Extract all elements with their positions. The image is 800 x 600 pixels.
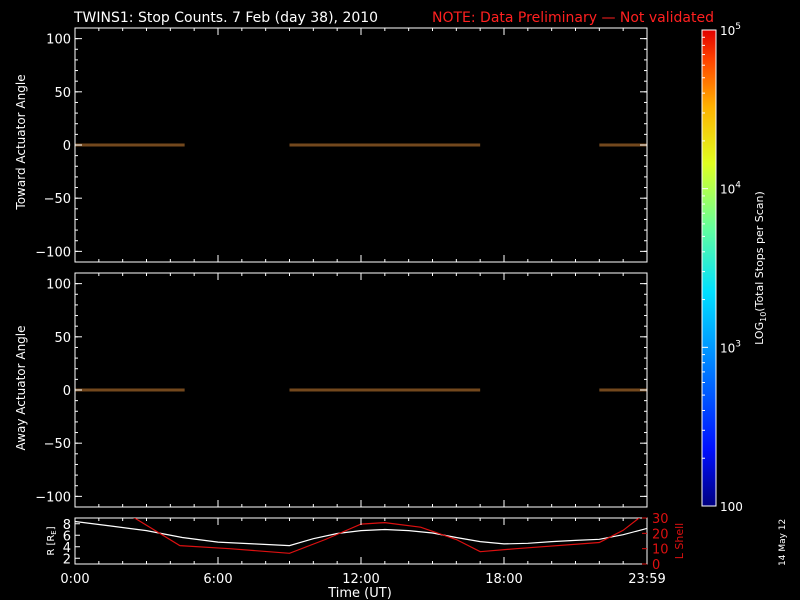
y-tick-label: 0 <box>63 384 71 399</box>
zero-angle-stripe <box>599 143 647 147</box>
colorbar-label: LOG10(Total Stops per Scan) <box>753 191 768 345</box>
r-series-line <box>75 520 647 547</box>
x-tick-label: 18:00 <box>485 572 522 587</box>
y-tick-label: −50 <box>44 437 71 452</box>
away-heatmap-panel: 100 50 0 −50 −100 <box>35 272 648 508</box>
zero-angle-stripe <box>75 143 185 147</box>
x-axis-title: Time (UT) <box>327 586 392 600</box>
colorbar-tick-label: 100 <box>720 500 743 514</box>
date-stamp: 14 May 12 <box>778 519 788 566</box>
zero-angle-stripe <box>75 388 185 392</box>
orbit-left-tick-label: 4 <box>63 541 71 556</box>
orbit-right-tick-label: 30 <box>652 512 669 527</box>
colorbar: 105 104 103 100 LOG10(Total Stops per Scan) <box>701 22 768 514</box>
orbit-right-tick-label: 10 <box>652 543 669 558</box>
y-tick-label: 100 <box>46 278 71 293</box>
away-ylabel: Away Actuator Angle <box>14 325 28 450</box>
orbit-left-tick-label: 6 <box>63 529 71 544</box>
orbit-left-tick-label: 8 <box>63 518 71 533</box>
orbit-right-tick-label: 20 <box>652 527 669 542</box>
orbit-ylabel-left: R [RE] <box>46 526 58 555</box>
y-tick-label: 0 <box>63 139 71 154</box>
orbit-ylabel-right: L Shell <box>673 523 686 559</box>
colorbar-tick-label: 103 <box>720 339 741 355</box>
x-tick-label: 23:59 <box>628 572 665 587</box>
y-tick-label: 100 <box>46 33 71 48</box>
y-tick-label: 50 <box>54 86 71 101</box>
toward-ylabel: Toward Actuator Angle <box>14 74 28 210</box>
zero-angle-stripe <box>599 388 647 392</box>
y-tick-label: 50 <box>54 331 71 346</box>
zero-angle-stripe <box>289 388 481 392</box>
chart-title: TWINS1: Stop Counts. 7 Feb (day 38), 201… <box>73 10 378 26</box>
preliminary-note: NOTE: Data Preliminary — Not validated <box>432 10 714 26</box>
y-tick-label: −100 <box>35 490 71 505</box>
colorbar-gradient <box>701 29 717 507</box>
heatmap-background <box>75 273 647 507</box>
zero-angle-stripe <box>289 143 481 147</box>
colorbar-tick-label: 105 <box>720 22 741 38</box>
x-tick-label: 12:00 <box>342 572 379 587</box>
y-tick-label: −50 <box>44 192 71 207</box>
x-tick-label: 6:00 <box>203 572 232 587</box>
orbit-right-tick-label: 0 <box>652 558 660 573</box>
y-tick-label: −100 <box>35 245 71 260</box>
x-tick-label: 0:00 <box>60 572 89 587</box>
orbit-left-tick-label: 2 <box>63 552 71 567</box>
heatmap-background <box>75 28 647 262</box>
lshell-series-line <box>132 518 641 554</box>
colorbar-tick-label: 104 <box>720 181 741 197</box>
toward-heatmap-panel: 100 50 0 −50 −100 <box>35 27 648 263</box>
